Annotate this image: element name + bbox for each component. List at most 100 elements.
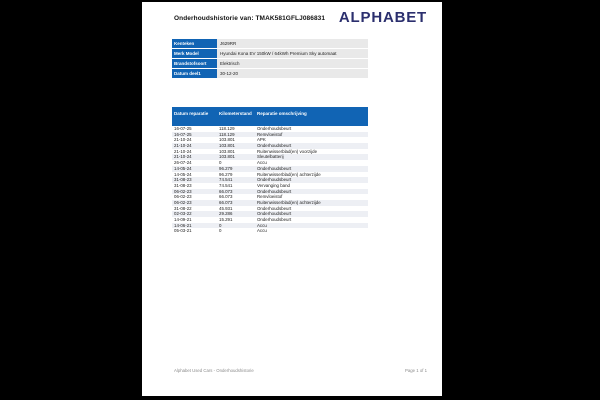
cell-date: 21-10-24 bbox=[174, 148, 192, 154]
table-row: 06-02-23 66.073 Ruitenwisserblad(en) ach… bbox=[172, 199, 368, 206]
vehicle-info-label: Kenteken bbox=[172, 39, 217, 49]
cell-kilometers: 45.931 bbox=[219, 205, 233, 211]
table-row: 21-10-24 103.801 Ruitenwisserblad(en) vo… bbox=[172, 148, 368, 155]
cell-description: Remvloeistof bbox=[257, 194, 283, 200]
cell-date: 02-03-22 bbox=[174, 211, 192, 217]
page-title: Onderhoudshistorie van: TMAK581GFLJ08683… bbox=[174, 15, 326, 22]
cell-kilometers: 96.279 bbox=[219, 171, 233, 177]
table-row: 31-08-22 45.931 Onderhoudsbeurt bbox=[172, 205, 368, 212]
cell-kilometers: 103.801 bbox=[219, 143, 235, 149]
table-row: 02-03-22 29.286 Onderhoudsbeurt bbox=[172, 211, 368, 217]
table-row: 21-10-24 103.801 APK bbox=[172, 137, 368, 144]
cell-kilometers: 74.541 bbox=[219, 182, 233, 188]
cell-kilometers: 96.279 bbox=[219, 165, 233, 171]
column-header-kilometers: Kilometerstand bbox=[219, 111, 252, 116]
vehicle-info-row: Merk Model Hyundai Kona EV 150kW / 64kWh… bbox=[172, 49, 368, 59]
table-row: 16-07-25 118.129 Remvloeistof bbox=[172, 131, 368, 138]
cell-description: Onderhoudsbeurt bbox=[257, 143, 292, 149]
cell-kilometers: 0 bbox=[219, 222, 222, 228]
cell-description: Onderhoudsbeurt bbox=[257, 211, 292, 217]
cell-kilometers: 29.286 bbox=[219, 211, 233, 217]
cell-description: Ruitenwisserblad(en) achterzijde bbox=[257, 171, 321, 177]
vehicle-info-value: J629RR bbox=[217, 39, 368, 49]
vehicle-info-value: Hyundai Kona EV 150kW / 64kWh Premium Sk… bbox=[217, 49, 368, 59]
cell-description: APK bbox=[257, 137, 266, 143]
table-row: 21-10-24 103.801 Sleutelbatterij bbox=[172, 154, 368, 161]
cell-description: Onderhoudsbeurt bbox=[257, 205, 292, 211]
cell-date: 31-08-23 bbox=[174, 177, 192, 183]
table-row: 14-05-24 96.279 Onderhoudsbeurt bbox=[172, 165, 368, 172]
cell-description: Ruitenwisserblad(en) achterzijde bbox=[257, 199, 321, 205]
table-row: 14-09-21 15.291 Onderhoudsbeurt bbox=[172, 217, 368, 223]
vehicle-info-value: 30-12-20 bbox=[217, 69, 368, 79]
cell-description: Remvloeistof bbox=[257, 131, 283, 137]
cell-date: 14-09-21 bbox=[174, 217, 192, 222]
cell-date: 06-02-23 bbox=[174, 188, 192, 194]
cell-kilometers: 66.073 bbox=[219, 194, 233, 200]
maintenance-table-body: 16-07-25 118.129 Onderhoudsbeurt 16-07-2… bbox=[172, 126, 368, 235]
cell-description: Onderhoudsbeurt bbox=[257, 126, 292, 131]
cell-date: 31-08-23 bbox=[174, 182, 192, 188]
vehicle-info-label: Datum deel1 bbox=[172, 69, 217, 79]
vehicle-info-row: Datum deel1 30-12-20 bbox=[172, 69, 368, 79]
cell-description: Sleutelbatterij bbox=[257, 154, 284, 160]
cell-description: Accu bbox=[257, 160, 267, 166]
table-row: 31-08-23 74.541 Vervanging band bbox=[172, 182, 368, 189]
cell-date: 21-10-24 bbox=[174, 143, 192, 149]
cell-description: Accu bbox=[257, 222, 267, 228]
table-row: 14-06-21 0 Accu bbox=[172, 222, 368, 229]
cell-description: Accu bbox=[257, 228, 267, 234]
cell-date: 05-03-21 bbox=[174, 228, 192, 234]
column-header-date: Datum reparatie bbox=[174, 111, 209, 116]
page-footer: Alphabet Used Cars - Onderhoudshistorie … bbox=[174, 368, 427, 373]
cell-date: 16-07-25 bbox=[174, 131, 192, 137]
cell-kilometers: 15.291 bbox=[219, 217, 233, 222]
maintenance-table-header: Datum reparatie Kilometerstand Reparatie… bbox=[172, 107, 368, 126]
alphabet-logo: ALPHABET bbox=[338, 9, 427, 26]
cell-description: Vervanging band bbox=[257, 182, 290, 188]
cell-kilometers: 66.073 bbox=[219, 199, 233, 205]
cell-kilometers: 0 bbox=[219, 160, 222, 166]
cell-date: 21-10-24 bbox=[174, 154, 192, 160]
vehicle-info-label: Merk Model bbox=[172, 49, 217, 59]
vehicle-info-value: Elektrisch bbox=[217, 59, 368, 69]
cell-kilometers: 103.801 bbox=[219, 137, 235, 143]
table-row: 21-10-24 103.801 Onderhoudsbeurt bbox=[172, 143, 368, 149]
cell-kilometers: 74.541 bbox=[219, 177, 233, 183]
vehicle-info-row: Brandstofsoort Elektrisch bbox=[172, 59, 368, 69]
cell-description: Ruitenwisserblad(en) voorzijde bbox=[257, 148, 318, 154]
cell-date: 16-07-25 bbox=[174, 126, 192, 131]
footer-page-number: Page 1 of 1 bbox=[405, 368, 427, 373]
cell-date: 21-10-24 bbox=[174, 137, 192, 143]
cell-date: 14-05-24 bbox=[174, 171, 192, 177]
table-row: 06-02-23 66.073 Onderhoudsbeurt bbox=[172, 188, 368, 195]
cell-date: 06-02-23 bbox=[174, 199, 192, 205]
cell-description: Onderhoudsbeurt bbox=[257, 217, 292, 222]
vehicle-info-row: Kenteken J629RR bbox=[172, 39, 368, 49]
cell-kilometers: 118.129 bbox=[219, 126, 235, 131]
vehicle-info-label: Brandstofsoort bbox=[172, 59, 217, 69]
cell-date: 26-07-24 bbox=[174, 160, 192, 166]
table-row: 05-03-21 0 Accu bbox=[172, 228, 368, 235]
cell-kilometers: 103.801 bbox=[219, 154, 235, 160]
footer-left-text: Alphabet Used Cars - Onderhoudshistorie bbox=[174, 368, 254, 373]
cell-date: 31-08-22 bbox=[174, 205, 192, 211]
cell-date: 14-06-21 bbox=[174, 222, 192, 228]
document-page: Onderhoudshistorie van: TMAK581GFLJ08683… bbox=[142, 2, 442, 396]
cell-description: Onderhoudsbeurt bbox=[257, 165, 292, 171]
cell-kilometers: 0 bbox=[219, 228, 222, 234]
cell-description: Onderhoudsbeurt bbox=[257, 177, 292, 183]
maintenance-table: Datum reparatie Kilometerstand Reparatie… bbox=[172, 107, 368, 235]
vehicle-info-table: Kenteken J629RR Merk Model Hyundai Kona … bbox=[172, 39, 368, 79]
table-row: 06-02-23 66.073 Remvloeistof bbox=[172, 194, 368, 200]
cell-date: 14-05-24 bbox=[174, 165, 192, 171]
cell-date: 06-02-23 bbox=[174, 194, 192, 200]
column-header-description: Reparatie omschrijving bbox=[257, 111, 307, 116]
cell-kilometers: 118.129 bbox=[219, 131, 235, 137]
table-row: 14-05-24 96.279 Ruitenwisserblad(en) ach… bbox=[172, 171, 368, 178]
cell-kilometers: 103.801 bbox=[219, 148, 235, 154]
cell-description: Onderhoudsbeurt bbox=[257, 188, 292, 194]
table-row: 31-08-23 74.541 Onderhoudsbeurt bbox=[172, 177, 368, 183]
cell-kilometers: 66.073 bbox=[219, 188, 233, 194]
table-row: 16-07-25 118.129 Onderhoudsbeurt bbox=[172, 126, 368, 132]
